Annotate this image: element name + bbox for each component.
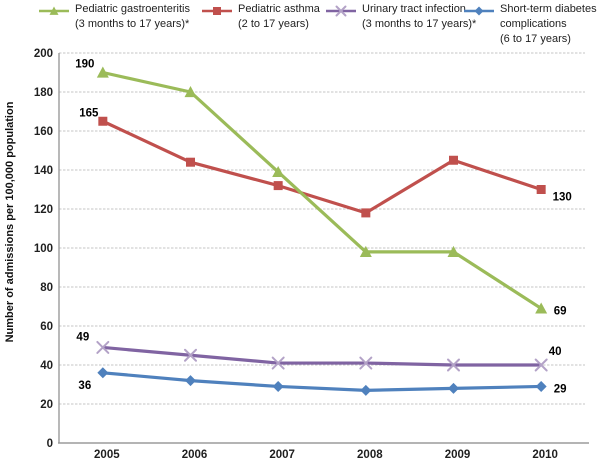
y-tick-label: 40 [40,360,53,372]
data-point-marker [96,66,109,78]
x-tick-label: 2005 [94,449,120,461]
data-point-marker [449,155,458,165]
y-axis-title: Number of admissions per 100,000 populat… [4,101,16,342]
data-label: 29 [554,383,567,395]
data-point-marker [98,116,108,126]
legend-item-label: Pediatric asthma (2 to 17 years) [238,2,320,32]
data-label: 49 [76,331,89,343]
data-point-marker [474,6,484,16]
data-point-marker [447,245,460,257]
x-series-marker-icon [326,5,356,17]
legend-item-label: Pediatric gastroenteritis (3 months to 17… [75,2,190,32]
legend-label-line: (2 to 17 years) [238,18,309,30]
data-point-marker [96,340,110,354]
y-tick-label: 0 [47,438,53,450]
data-label: 36 [78,380,91,392]
y-tick-label: 140 [34,165,53,177]
legend-item-diabetes: Short-term diabetes complications (6 to 17… [463,2,597,47]
series-line [102,70,543,310]
chart-legend: Pediatric gastroenteritis (3 months to 17… [0,2,600,54]
data-point-marker [49,6,59,15]
data-point-marker [361,208,371,218]
legend-label-line: Urinary tract infection [362,3,466,15]
x-tick-label: 2007 [269,449,295,461]
legend-label-line: (3 months to 17 years)* [362,18,477,30]
series-short-term: 36 29 [78,367,567,396]
x-tick-label: 2008 [357,449,383,461]
data-point-marker [272,380,284,392]
data-label: 69 [554,305,567,317]
series-line [102,119,542,215]
data-point-marker [447,358,460,372]
legend-label-line: (3 months to 17 years)* [75,18,190,30]
data-point-marker [213,7,221,15]
x-tick-label: 2009 [445,449,471,461]
legend-label-line: Pediatric gastroenteritis [75,3,190,15]
y-tick-label: 80 [40,282,53,294]
series-pediatric: 190 69 [75,59,566,318]
x-tick-label: 2010 [532,449,558,461]
data-point-marker [534,358,548,372]
data-label: 40 [549,346,562,358]
legend-item-label: Short-term diabetes complications (6 to 17… [500,2,597,47]
data-point-marker [535,380,547,392]
series-urinary: 49 40 [76,331,562,372]
diamond-series-marker-icon [464,6,494,16]
data-point-marker [448,382,459,394]
data-point-marker [273,181,283,191]
legend-item-asthma: Pediatric asthma (2 to 17 years) [201,2,320,32]
legend-label-line: Short-term diabetes [500,3,597,15]
series-pediatric: 165 130 [79,107,572,218]
y-tick-label: 160 [34,126,53,138]
y-tick-label: 200 [34,48,53,60]
data-point-marker [360,384,372,396]
data-point-marker [184,348,197,362]
triangle-series-marker-icon [39,6,69,15]
data-label: 165 [79,107,99,119]
data-point-marker [335,5,347,17]
series-line [102,345,542,367]
y-tick-label: 120 [34,204,53,216]
data-label: 190 [75,59,94,71]
data-point-marker [272,165,285,178]
legend-item-gastroenteritis: Pediatric gastroenteritis (3 months to 17… [38,2,190,32]
legend-label-line: Pediatric asthma [238,3,320,15]
data-point-marker [271,356,285,370]
y-tick-label: 100 [34,243,53,255]
legend-label-line: (6 to 17 years) [500,33,571,45]
data-point-marker [535,302,548,314]
data-point-marker [97,367,109,379]
y-tick-label: 60 [40,321,53,333]
data-point-marker [185,375,196,387]
legend-item-uti: Urinary tract infection (3 months to 17 y… [325,2,476,32]
data-point-marker [359,356,373,370]
legend-label-line: complications [500,18,567,30]
square-series-marker-icon [202,7,232,15]
data-point-marker [536,185,546,194]
x-tick-label: 2006 [182,449,208,461]
data-point-marker [359,245,372,257]
y-tick-label: 20 [40,399,53,411]
data-point-marker [186,157,195,167]
y-tick-label: 180 [34,87,53,99]
data-label: 130 [553,192,572,204]
data-point-marker [184,86,197,98]
series-line [102,371,542,392]
legend-item-label: Urinary tract infection (3 months to 17 y… [362,2,476,32]
